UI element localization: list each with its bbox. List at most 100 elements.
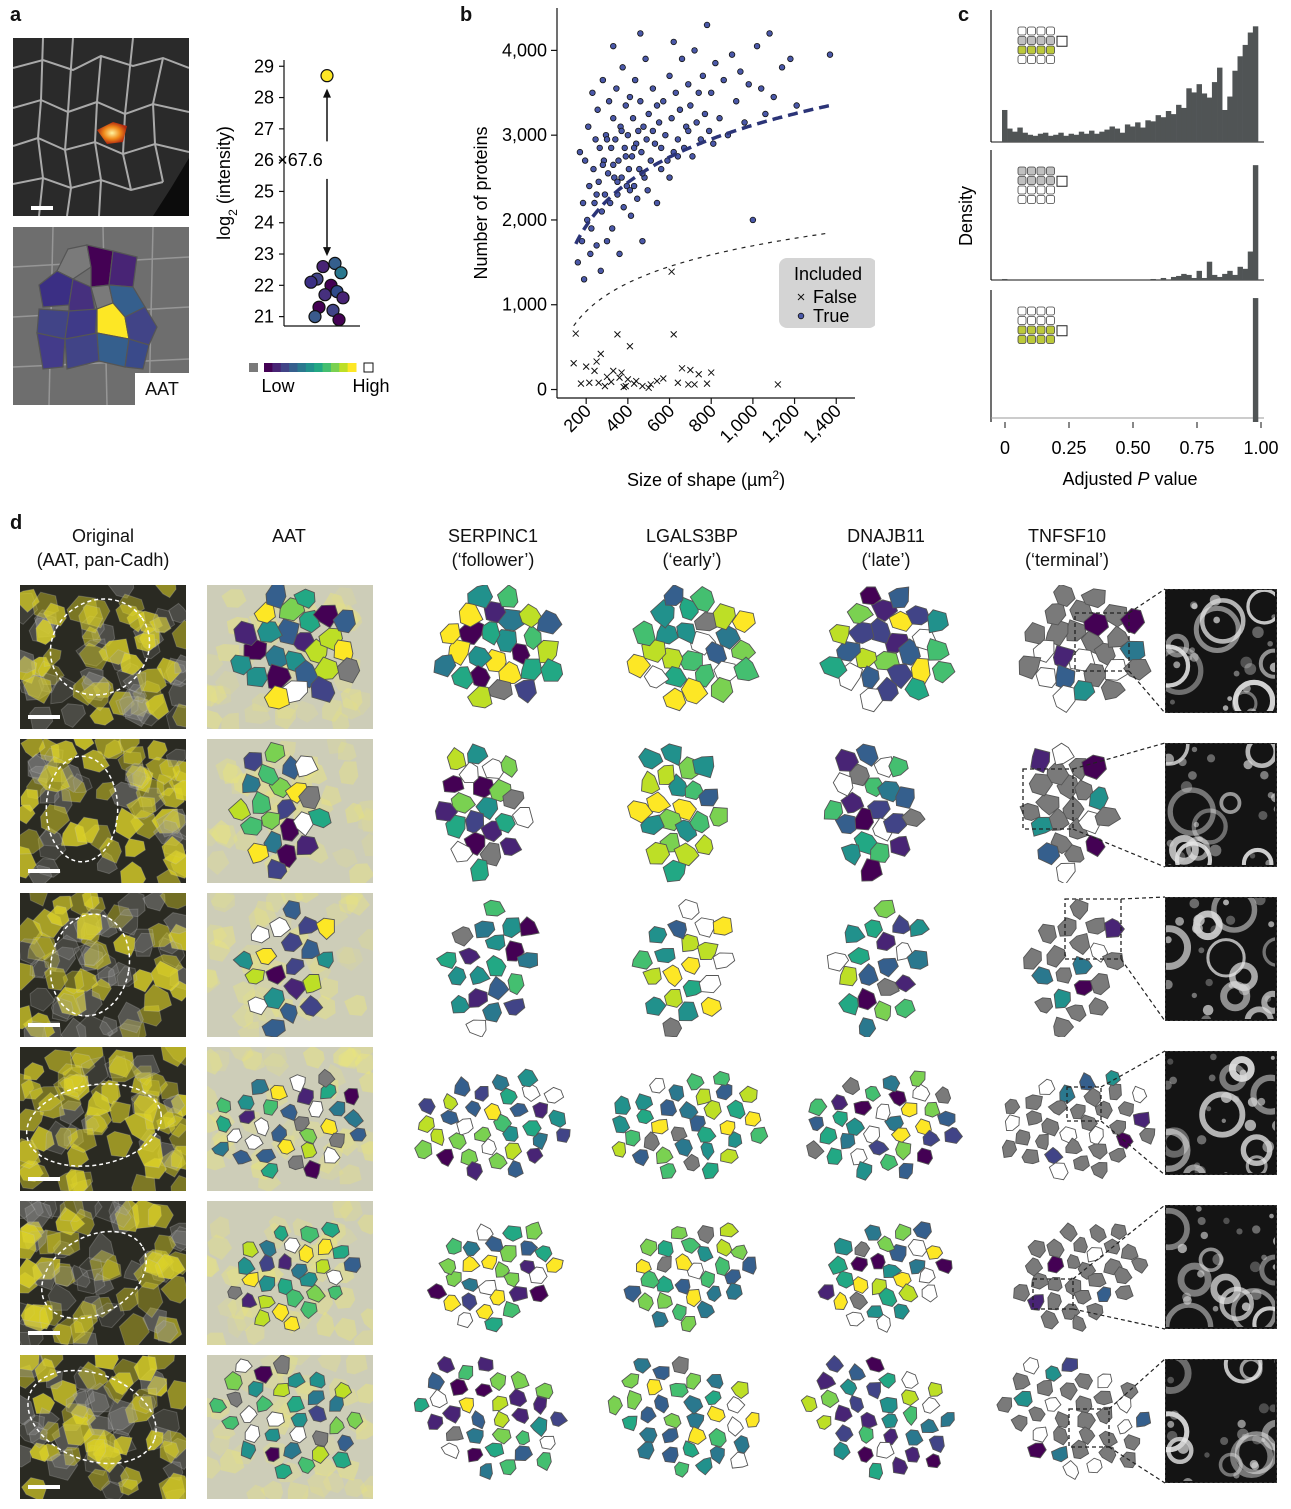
cell-terminal — [1047, 1254, 1065, 1274]
original-cell — [106, 1130, 134, 1158]
zoom-granule — [1242, 684, 1251, 693]
cell-late — [921, 1396, 941, 1414]
cell-follower — [417, 1115, 435, 1134]
point-false — [591, 367, 598, 375]
point-true — [630, 144, 638, 152]
point-true — [636, 165, 643, 173]
original-cell — [65, 1168, 89, 1191]
cell-follower — [484, 934, 506, 951]
background-cell — [207, 924, 228, 947]
segmentation-map-late — [800, 739, 966, 883]
cell-late — [845, 1117, 866, 1136]
intensity-point — [318, 288, 332, 302]
point-true — [733, 98, 740, 105]
zoom-granule — [1205, 978, 1213, 987]
cell-late — [847, 946, 870, 965]
background-cell — [221, 712, 240, 729]
cell-follower — [435, 951, 457, 970]
cell-early — [649, 1077, 666, 1094]
original-cell — [20, 804, 36, 825]
cell-early — [750, 1126, 769, 1145]
cell-terminal — [1001, 1139, 1017, 1159]
cell-early — [662, 964, 683, 988]
zoom-granule — [1252, 1434, 1263, 1445]
background-cell — [210, 893, 235, 913]
cell-early — [654, 1394, 670, 1414]
cell-early — [727, 1416, 744, 1437]
original-cell — [168, 679, 186, 709]
cell-aat — [283, 1442, 302, 1460]
cell-aat — [255, 1148, 277, 1164]
histogram-bar — [1160, 117, 1167, 142]
point-true — [586, 182, 593, 190]
zoom-granule — [1258, 810, 1268, 820]
cell-terminal — [1119, 1451, 1136, 1469]
cell-early — [668, 1084, 685, 1102]
point-true — [685, 81, 692, 88]
histogram-bar — [1211, 274, 1218, 280]
original-cell — [20, 845, 37, 879]
original-cell — [49, 1448, 75, 1470]
cell-follower — [481, 758, 507, 779]
design-grid-cell — [1036, 45, 1046, 55]
cell-terminal — [1061, 1357, 1079, 1373]
legend-gradient-segment — [347, 363, 357, 372]
cell-late — [879, 1153, 899, 1172]
cell-late — [849, 1395, 865, 1414]
cell-follower — [508, 1285, 528, 1303]
zoom-granule — [1189, 898, 1200, 909]
point-true — [612, 136, 619, 143]
cell-terminal — [1090, 973, 1111, 996]
legend-true-marker — [797, 312, 805, 320]
original-cell — [165, 748, 186, 768]
background-cell — [317, 1355, 341, 1373]
cell-aat — [253, 1117, 270, 1137]
point-true — [699, 72, 707, 80]
background-cell — [331, 848, 358, 868]
background-cell — [359, 1475, 373, 1498]
cell-aat — [272, 1355, 290, 1375]
original-cell — [60, 703, 87, 729]
original-cell — [42, 647, 62, 668]
panel-a-chart: 29 28 27 26 25 24 23 22 21 ×67.6 Low High log2 (… — [200, 28, 400, 408]
cell-early — [714, 1256, 731, 1277]
y-tick-label: 23 — [254, 244, 274, 264]
cell-early — [663, 1412, 682, 1429]
cell-aat — [279, 1002, 298, 1024]
cell-terminal — [1034, 1133, 1049, 1151]
cell-early — [655, 1275, 675, 1293]
cell-early — [657, 764, 675, 786]
cell-late — [854, 807, 874, 831]
background-cell — [209, 1435, 231, 1457]
cell-follower — [511, 806, 534, 829]
histogram-bar — [1124, 124, 1131, 142]
cell-early — [607, 1395, 623, 1416]
histogram-bar — [1237, 266, 1243, 280]
point-true — [642, 55, 649, 63]
cell-terminal — [1117, 1419, 1133, 1435]
arrow-head-up — [323, 88, 331, 98]
original-cell — [115, 696, 139, 717]
point-true — [720, 76, 727, 84]
zoom-vesicle — [1199, 598, 1246, 644]
cell-terminal — [1080, 588, 1106, 609]
cell-aat — [296, 835, 319, 856]
histogram-bar — [1237, 56, 1243, 143]
background-cell — [237, 1021, 260, 1037]
histogram-bar — [1037, 133, 1044, 142]
intensity-point — [316, 259, 330, 274]
cell-early — [626, 1389, 643, 1411]
point-true — [578, 237, 586, 245]
design-grid-cell — [1036, 325, 1046, 335]
cell-aat — [298, 786, 321, 810]
cell-terminal — [1057, 917, 1077, 937]
cell-late — [849, 1291, 869, 1311]
cell-aat — [298, 1244, 314, 1264]
cell-late — [925, 1245, 944, 1260]
point-true — [579, 199, 587, 207]
cell-early — [709, 806, 728, 827]
zoom-granule — [1175, 916, 1185, 926]
cell-terminal — [1086, 1302, 1104, 1321]
cell-terminal — [1015, 1129, 1031, 1146]
histogram-bar — [1201, 93, 1208, 142]
